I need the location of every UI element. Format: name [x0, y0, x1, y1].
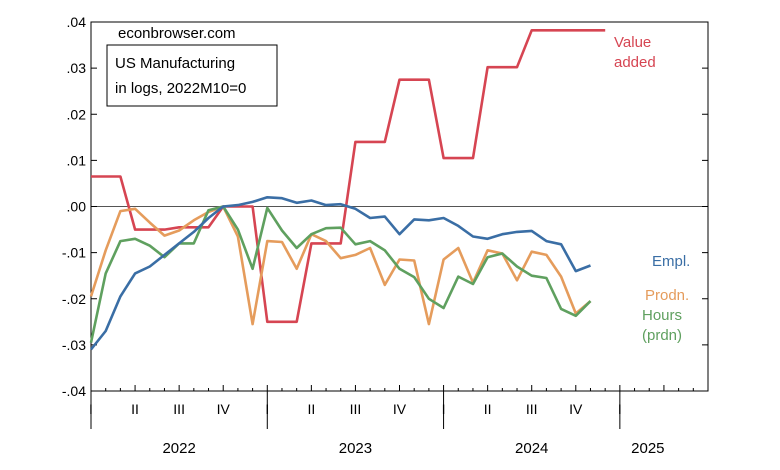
x-quarter-label: II — [484, 401, 492, 417]
series-line-prodn — [89, 205, 592, 326]
series-layer — [89, 28, 606, 351]
x-quarter-label: IV — [217, 401, 231, 417]
series-label: Value — [614, 34, 651, 51]
x-quarter-label: III — [173, 401, 185, 417]
y-tick-label: -.03 — [62, 337, 86, 353]
x-quarter-label: IV — [393, 401, 407, 417]
x-year-label: 2023 — [339, 440, 372, 457]
legend-box-line-1: US Manufacturing — [115, 55, 235, 72]
legend-box: US Manufacturing in logs, 2022M10=0 — [106, 44, 278, 107]
y-tick-label: .03 — [67, 60, 87, 76]
x-quarter-label: II — [307, 401, 315, 417]
series-label: Hours — [642, 307, 682, 324]
x-quarter-label: I — [89, 401, 93, 417]
series-line-empl — [89, 196, 591, 351]
watermark: econbrowser.com — [118, 25, 236, 42]
y-tick-label: .00 — [67, 199, 87, 215]
x-quarter-label: III — [350, 401, 362, 417]
x-quarter-label: IV — [569, 401, 583, 417]
y-tick-label: .04 — [67, 14, 87, 30]
y-tick-label: .01 — [67, 152, 87, 168]
series-labels: Value added Empl. Prodn. Hours (prdn) — [614, 34, 690, 344]
x-year-label: 2025 — [631, 440, 664, 457]
y-tick-label: -.01 — [62, 245, 86, 261]
x-year-label: 2024 — [515, 440, 548, 457]
x-quarter-label: I — [265, 401, 269, 417]
y-tick-label: .02 — [67, 106, 87, 122]
x-quarter-label: III — [526, 401, 538, 417]
y-axis: .04 .03 .02 .01 .00 -.01 -.02 -.03 -.04 — [62, 14, 708, 399]
x-quarter-label: I — [618, 401, 622, 417]
series-label: added — [614, 54, 656, 71]
x-quarter-label: I — [442, 401, 446, 417]
series-label: Empl. — [652, 253, 690, 270]
legend-box-line-2: in logs, 2022M10=0 — [115, 80, 246, 97]
series-line-hours-prdn — [89, 205, 592, 343]
series-label: (prdn) — [642, 327, 682, 344]
y-tick-label: -.02 — [62, 291, 86, 307]
legend-box-frame — [106, 44, 278, 107]
x-quarter-label: II — [131, 401, 139, 417]
y-tick-label: -.04 — [62, 383, 86, 399]
series-label: Prodn. — [645, 287, 689, 304]
x-year-label: 2022 — [162, 440, 195, 457]
series-line-value-added — [91, 28, 606, 324]
